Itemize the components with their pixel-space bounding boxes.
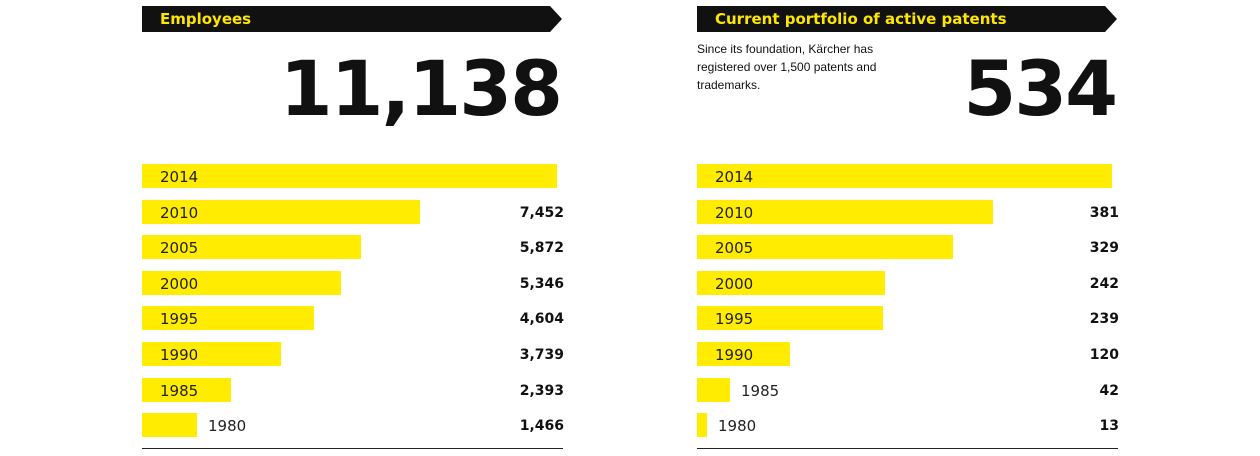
patents-panel: Current portfolio of active patents Sinc… (697, 0, 1119, 456)
patents-bar-label-2005: 2005 (715, 239, 754, 257)
employees-bar-value-1985: 2,393 (519, 383, 564, 399)
employees-bar-row-1985: 1985 2,393 (142, 378, 564, 402)
employees-bar-value-1990: 3,739 (519, 347, 564, 363)
employees-bar-label-2010: 2010 (160, 204, 199, 222)
employees-bar-label-1990: 1990 (160, 346, 199, 364)
patents-bar-value-2005: 329 (1089, 240, 1119, 256)
patents-description: Since its foundation, Kärcher has regist… (697, 42, 877, 92)
patents-bar-2010 (697, 200, 993, 224)
employees-bar-chart: 2014 2010 7,452 2005 5,872 2000 5,346 1995 4,604… (142, 164, 564, 440)
patents-bar-label-2000: 2000 (715, 275, 754, 293)
patents-bar-2005 (697, 235, 953, 259)
patents-bar-row-2010: 2010 381 (697, 200, 1119, 224)
employees-bar-2005 (142, 235, 361, 259)
patents-bar-row-1990: 1990 120 (697, 342, 1119, 366)
employees-bar-label-2014: 2014 (160, 168, 199, 186)
employees-bar-label-1995: 1995 (160, 310, 199, 328)
patents-bar-label-1985: 1985 (741, 382, 780, 400)
patents-bar-row-2014: 2014 (697, 164, 1119, 188)
patents-bar-1990 (697, 342, 790, 366)
employees-header-title: Employees (160, 10, 252, 28)
employees-bar-label-1985: 1985 (160, 382, 199, 400)
employees-bar-value-2005: 5,872 (519, 240, 564, 256)
patents-bar-1985 (697, 378, 730, 402)
employees-bar-row-2005: 2005 5,872 (142, 235, 564, 259)
patents-bar-value-2010: 381 (1089, 205, 1119, 221)
employees-bar-label-1980: 1980 (208, 417, 247, 435)
patents-header-title: Current portfolio of active patents (715, 10, 1007, 28)
employees-bar-value-2010: 7,452 (519, 205, 564, 221)
patents-baseline (697, 448, 1118, 449)
employees-bar-value-1980: 1,466 (519, 418, 564, 434)
employees-bar-row-2000: 2000 5,346 (142, 271, 564, 295)
patents-bar-label-1980: 1980 (718, 417, 757, 435)
employees-bar-value-1995: 4,604 (519, 311, 564, 327)
patents-bar-1995 (697, 306, 883, 330)
patents-bar-label-1995: 1995 (715, 310, 754, 328)
employees-bar-row-1990: 1990 3,739 (142, 342, 564, 366)
patents-bar-row-1995: 1995 239 (697, 306, 1119, 330)
employees-total: 11,138 (279, 44, 563, 133)
employees-bar-1995 (142, 306, 314, 330)
patents-bar-label-1990: 1990 (715, 346, 754, 364)
patents-bar-row-1980: 1980 13 (697, 413, 1119, 437)
patents-bar-label-2014: 2014 (715, 168, 754, 186)
employees-bar-value-2000: 5,346 (519, 276, 564, 292)
employees-bar-1990 (142, 342, 281, 366)
patents-bar-value-1995: 239 (1089, 311, 1119, 327)
patents-total: 534 (963, 44, 1118, 133)
employees-header-banner: Employees (142, 6, 562, 32)
patents-bar-chart: 2014 2010 381 2005 329 2000 242 1995 239 1990 120 1… (697, 164, 1119, 440)
patents-bar-1980 (697, 413, 707, 437)
patents-bar-value-1980: 13 (1099, 418, 1119, 434)
employees-bar-label-2000: 2000 (160, 275, 199, 293)
patents-bar-value-2000: 242 (1089, 276, 1119, 292)
employees-bar-2014 (142, 164, 557, 188)
patents-bar-label-2010: 2010 (715, 204, 754, 222)
patents-bar-value-1990: 120 (1089, 347, 1119, 363)
patents-bar-2014 (697, 164, 1112, 188)
employees-bar-row-1980: 1980 1,466 (142, 413, 564, 437)
employees-panel: Employees 11,138 2014 2010 7,452 2005 5,872 2… (142, 0, 564, 456)
patents-header-banner: Current portfolio of active patents (697, 6, 1117, 32)
employees-bar-1980 (142, 413, 197, 437)
employees-bar-1985 (142, 378, 231, 402)
patents-bar-row-1985: 1985 42 (697, 378, 1119, 402)
patents-bar-value-1985: 42 (1099, 383, 1119, 399)
employees-bar-label-2005: 2005 (160, 239, 199, 257)
patents-bar-2000 (697, 271, 885, 295)
patents-bar-row-2005: 2005 329 (697, 235, 1119, 259)
employees-bar-row-1995: 1995 4,604 (142, 306, 564, 330)
patents-bar-row-2000: 2000 242 (697, 271, 1119, 295)
employees-bar-2010 (142, 200, 420, 224)
employees-bar-row-2010: 2010 7,452 (142, 200, 564, 224)
employees-bar-2000 (142, 271, 341, 295)
employees-baseline (142, 448, 563, 449)
employees-bar-row-2014: 2014 (142, 164, 564, 188)
